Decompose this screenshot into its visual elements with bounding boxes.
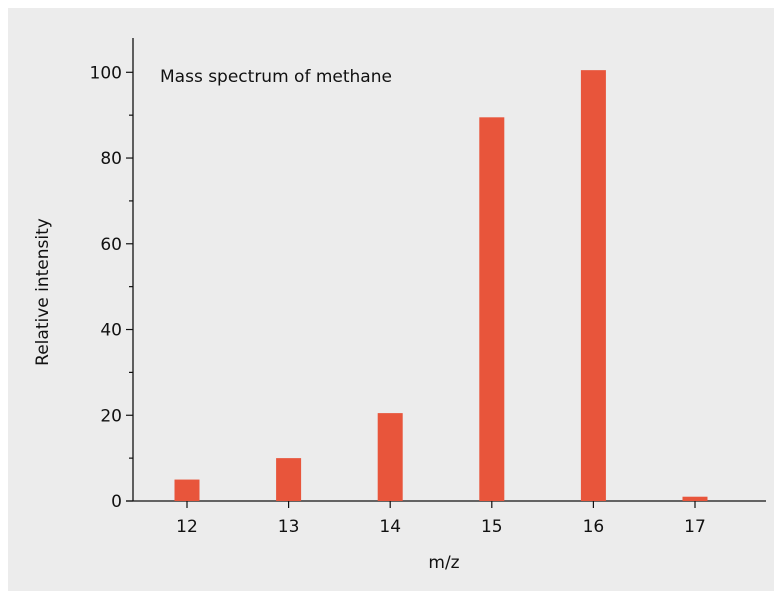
y-tick-label: 40 <box>100 321 122 341</box>
y-tick-label: 0 <box>111 492 122 512</box>
bar-17 <box>682 496 708 501</box>
x-tick-label: 17 <box>684 517 706 537</box>
x-tick-label: 14 <box>379 517 401 537</box>
bar-12 <box>174 479 200 501</box>
bar-15 <box>479 117 505 502</box>
x-tick-label: 15 <box>481 517 503 537</box>
bar-chart: Mass spectrum of methane Relative intens… <box>33 38 766 573</box>
x-tick-label: 16 <box>583 517 605 537</box>
bar-16 <box>580 70 606 502</box>
x-tick-label: 13 <box>278 517 300 537</box>
y-tick-label: 100 <box>90 63 122 83</box>
bar-14 <box>377 413 403 501</box>
x-axis-label: m/z <box>428 553 459 573</box>
y-tick-label: 60 <box>100 235 122 255</box>
chart-title: Mass spectrum of methane <box>160 67 392 87</box>
y-tick-label: 20 <box>100 406 122 426</box>
x-tick-label: 12 <box>176 517 198 537</box>
bar-13 <box>276 458 302 501</box>
y-axis-label: Relative intensity <box>33 218 53 366</box>
chart-panel: Mass spectrum of methane Relative intens… <box>8 8 774 591</box>
y-tick-label: 80 <box>100 149 122 169</box>
